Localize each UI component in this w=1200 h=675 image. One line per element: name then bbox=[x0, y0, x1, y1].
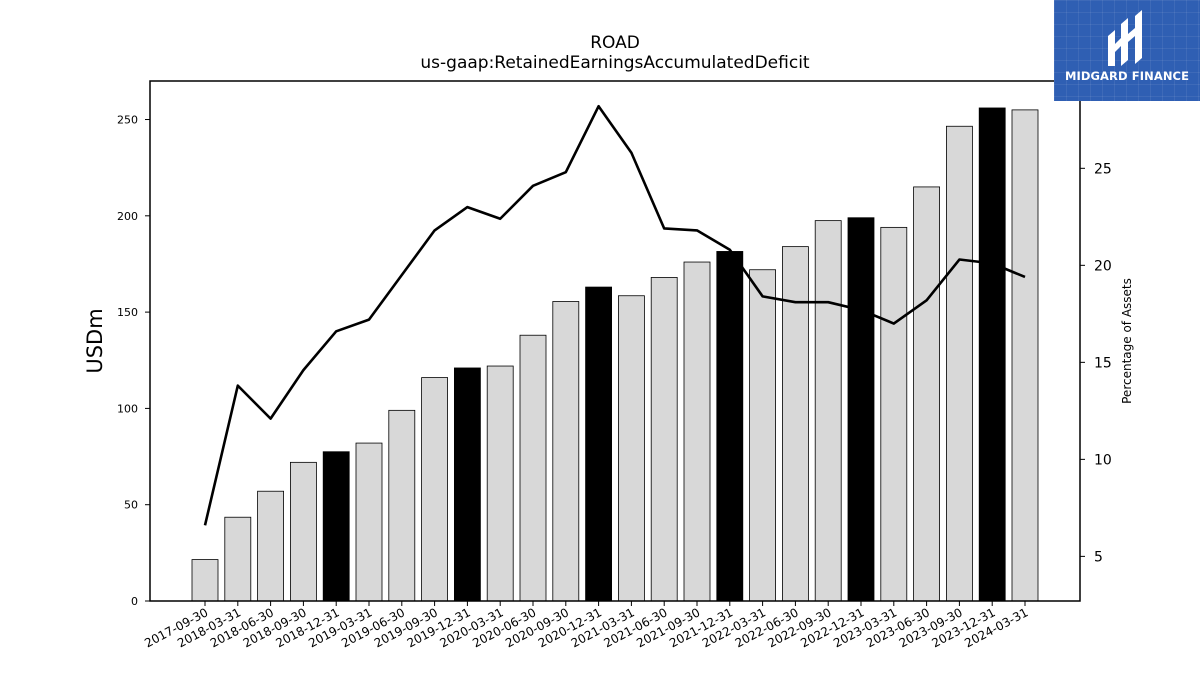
y-right-tick-label: 25 bbox=[1094, 161, 1112, 177]
y-axis-left-label: USDm bbox=[83, 308, 107, 373]
bar bbox=[486, 365, 514, 602]
bar bbox=[453, 367, 481, 602]
plot-frame bbox=[149, 80, 1081, 602]
bar bbox=[224, 516, 252, 602]
bar bbox=[618, 295, 645, 602]
bar bbox=[847, 217, 875, 602]
bar bbox=[782, 246, 809, 602]
y-right-tick-label: 10 bbox=[1094, 452, 1112, 468]
bar bbox=[552, 301, 580, 602]
percentage-line bbox=[203, 104, 1026, 526]
bar bbox=[716, 251, 744, 602]
chart-subtitle: us-gaap:RetainedEarningsAccumulatedDefic… bbox=[420, 53, 810, 73]
bar bbox=[257, 490, 285, 602]
line-series bbox=[203, 104, 1026, 526]
bar bbox=[1011, 109, 1039, 602]
brand-logo: MIDGARD FINANCE bbox=[1054, 0, 1200, 101]
bar bbox=[880, 226, 908, 602]
y-right-tick-label: 15 bbox=[1094, 355, 1112, 371]
y-left-tick-label: 250 bbox=[117, 114, 138, 127]
bar bbox=[585, 286, 612, 602]
y-right-tick-label: 5 bbox=[1094, 549, 1103, 565]
logo-mark-icon bbox=[1108, 10, 1142, 66]
chart-title: ROAD bbox=[590, 33, 640, 53]
bar bbox=[191, 559, 219, 602]
bar bbox=[421, 377, 449, 602]
bar bbox=[650, 277, 678, 602]
bar bbox=[355, 442, 383, 602]
y-axis-right-label: Percentage of Assets bbox=[1120, 278, 1134, 404]
bar bbox=[519, 334, 547, 602]
y-left-tick-label: 150 bbox=[117, 306, 138, 319]
y-left-tick-label: 200 bbox=[117, 210, 138, 223]
bar bbox=[946, 125, 973, 602]
bar bbox=[913, 186, 940, 602]
bar bbox=[683, 261, 711, 602]
y-right-tick-label: 20 bbox=[1094, 258, 1112, 274]
bar bbox=[322, 451, 350, 602]
bar bbox=[978, 107, 1006, 602]
y-left-tick-label: 50 bbox=[124, 499, 138, 512]
bar-series bbox=[191, 107, 1039, 602]
y-left-tick-label: 100 bbox=[117, 402, 138, 415]
bar bbox=[388, 409, 416, 602]
bar bbox=[814, 220, 842, 602]
bar bbox=[289, 461, 317, 602]
y-left-tick-label: 0 bbox=[131, 595, 138, 608]
logo-text: MIDGARD FINANCE bbox=[1064, 69, 1190, 83]
bar bbox=[749, 269, 776, 602]
